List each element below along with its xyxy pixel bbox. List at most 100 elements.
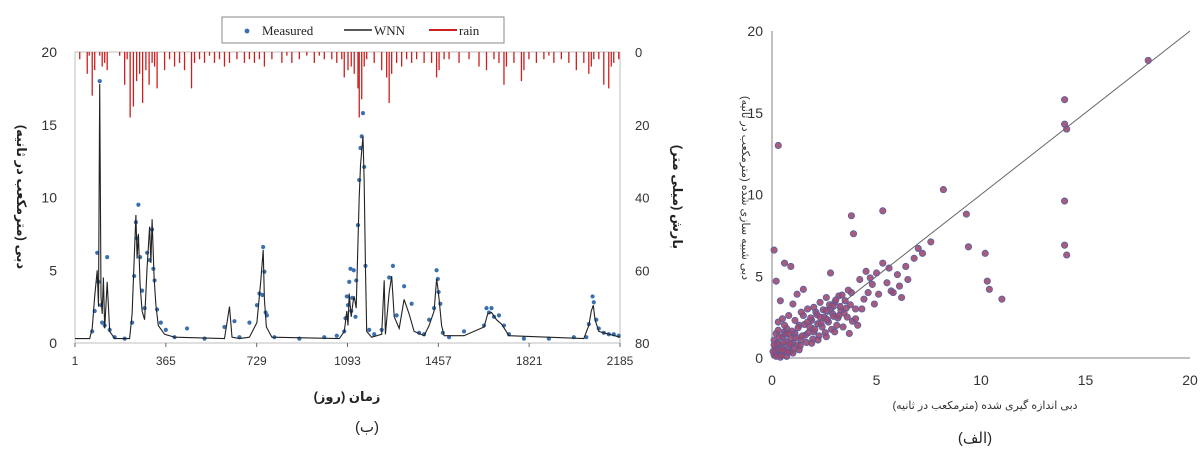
scatter-point xyxy=(785,311,793,320)
measured-point xyxy=(158,320,163,325)
scatter-point xyxy=(822,293,830,302)
measured-point xyxy=(163,327,168,333)
timeseries-x-ticks: 1 365 729 1093 1457 1821 2185 xyxy=(72,343,634,368)
scatter-point xyxy=(793,290,801,298)
y-tick-label: 0 xyxy=(49,335,57,351)
measured-point xyxy=(348,266,353,271)
scatter-point xyxy=(1061,241,1069,249)
scatter-point xyxy=(814,336,822,344)
scatter-point xyxy=(962,210,970,218)
scatter-point xyxy=(822,307,830,315)
timeseries-panel-caption: (ب) xyxy=(355,419,379,436)
scatter-point xyxy=(836,302,844,311)
y-tick-label: 0 xyxy=(755,350,763,366)
y-tick-label: 10 xyxy=(41,190,57,206)
scatter-point xyxy=(772,352,780,360)
measured-point xyxy=(434,268,439,273)
scatter-point xyxy=(774,141,782,150)
scatter-x-ticks: 0 5 10 15 20 xyxy=(768,372,1198,388)
timeseries-plot-area xyxy=(74,51,621,344)
measured-point xyxy=(334,333,339,338)
scatter-y-axis-label: دبی شبیه سازی شده (مترمکعب در ثانیه) xyxy=(739,96,751,280)
scatter-point xyxy=(799,285,807,293)
scatter-point xyxy=(844,286,852,294)
scatter-point xyxy=(829,302,837,310)
scatter-point xyxy=(870,300,878,308)
scatter-point xyxy=(778,346,787,354)
wnn-line xyxy=(75,83,621,340)
scatter-point xyxy=(847,212,855,220)
scatter-point xyxy=(811,325,819,333)
y-tick-label: 15 xyxy=(41,117,57,133)
measured-point xyxy=(345,303,351,308)
scatter-point xyxy=(831,328,839,336)
measured-point xyxy=(351,268,356,273)
scatter-point xyxy=(839,323,847,331)
measured-point xyxy=(372,332,377,337)
scatter-point xyxy=(797,308,805,316)
measured-point xyxy=(105,255,110,260)
scatter-point xyxy=(822,333,830,341)
scatter-point xyxy=(805,329,813,337)
scatter-point xyxy=(775,333,783,341)
y-tick-label: 20 xyxy=(41,44,57,60)
scatter-point xyxy=(772,277,780,285)
x-tick-label: 20 xyxy=(1182,372,1198,388)
scatter-point xyxy=(852,315,860,323)
scatter-point xyxy=(889,289,897,297)
scatter-point xyxy=(780,321,789,329)
y-tick-label: 15 xyxy=(747,105,763,121)
scatter-point xyxy=(841,297,849,305)
measured-point xyxy=(347,279,352,284)
scatter-point xyxy=(838,291,846,299)
measured-point xyxy=(97,79,102,84)
measured-point xyxy=(521,336,527,341)
scatter-point xyxy=(835,311,843,320)
scatter-point xyxy=(791,316,799,324)
scatter-point xyxy=(879,207,887,215)
scatter-point xyxy=(927,238,935,246)
y-tick-label: 20 xyxy=(747,23,763,39)
scatter-points xyxy=(769,56,1152,361)
scatter-point xyxy=(770,341,778,349)
scatter-point xyxy=(792,334,800,342)
measured-point xyxy=(260,292,265,298)
scatter-point xyxy=(854,321,862,329)
measured-point xyxy=(394,313,399,318)
timeseries-y-ticks: 0 5 10 15 20 xyxy=(41,44,57,351)
scatter-point xyxy=(864,289,872,297)
measured-point xyxy=(261,244,266,250)
legend-measured-label: Measured xyxy=(262,23,314,38)
y-tick-label: 10 xyxy=(747,187,763,203)
scatter-point xyxy=(898,293,906,302)
scatter-reference-line xyxy=(771,30,1191,359)
x-tick-label: 729 xyxy=(247,354,267,368)
scatter-point xyxy=(875,290,883,298)
y2-tick-label: 60 xyxy=(635,263,649,278)
scatter-point xyxy=(998,295,1006,303)
measured-point xyxy=(402,284,407,289)
scatter-point xyxy=(798,332,806,340)
scatter-point xyxy=(787,262,795,270)
scatter-point xyxy=(858,305,866,313)
scatter-point xyxy=(778,315,787,323)
scatter-point xyxy=(939,186,947,194)
scatter-point xyxy=(816,298,824,306)
x-tick-label: 15 xyxy=(1078,372,1094,388)
scatter-point xyxy=(904,275,912,284)
measured-point xyxy=(202,336,207,341)
scatter-point xyxy=(983,277,991,285)
timeseries-x-axis-label: زمان (روز) xyxy=(314,389,381,404)
measured-point xyxy=(390,263,396,268)
legend-measured-marker xyxy=(244,28,250,34)
measured-point xyxy=(489,305,494,311)
measured-point xyxy=(354,278,359,283)
scatter-point xyxy=(780,259,789,267)
measured-point xyxy=(484,305,489,311)
scatter-point xyxy=(786,340,794,348)
scatter-point xyxy=(879,259,887,267)
scatter-point xyxy=(808,339,816,347)
x-tick-label: 2185 xyxy=(607,354,634,368)
scatter-point xyxy=(964,243,973,251)
